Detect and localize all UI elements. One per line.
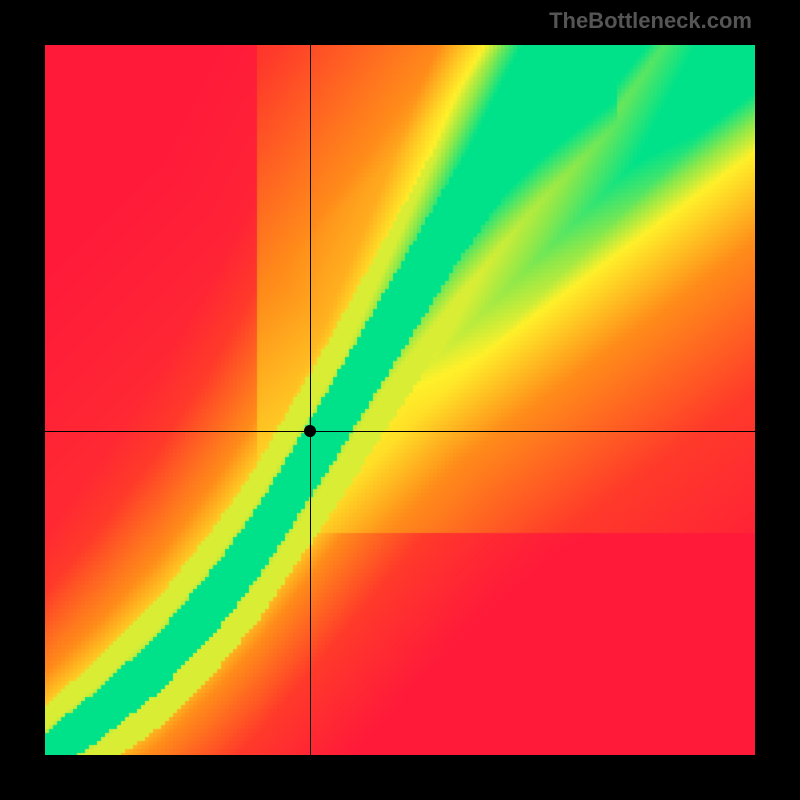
crosshair-vertical bbox=[310, 45, 311, 755]
crosshair-marker bbox=[304, 425, 316, 437]
heatmap-plot bbox=[45, 45, 755, 755]
heatmap-canvas bbox=[45, 45, 755, 755]
watermark-text: TheBottleneck.com bbox=[549, 8, 752, 34]
crosshair-horizontal bbox=[45, 431, 755, 432]
